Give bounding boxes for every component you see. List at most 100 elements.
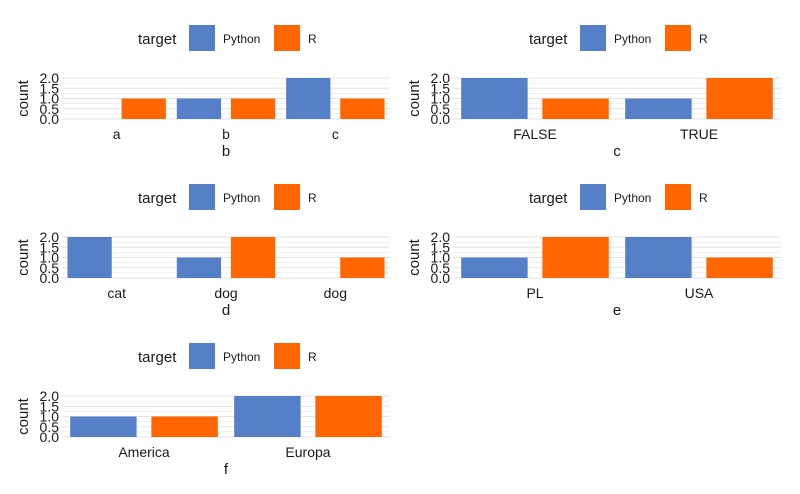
legend-swatch-r	[274, 25, 300, 51]
x-axis-label: e	[613, 302, 621, 319]
chart-panel-e: target Python R 0.00.51.01.52.0 count PL USA e	[406, 184, 781, 319]
legend-swatch-python	[189, 343, 215, 369]
bar-r-false	[542, 98, 609, 119]
bar-r-dog	[340, 257, 385, 278]
legend-label-r: R	[308, 32, 317, 46]
legend-title: target	[529, 190, 568, 207]
bar-r-pl	[542, 237, 609, 278]
chart-panel-c: target Python R 0.00.51.01.52.0 count FALSE TR…	[406, 25, 781, 160]
x-axis-label: c	[613, 143, 621, 160]
legend-title: target	[138, 190, 177, 207]
y-tick-label: 1.0	[40, 409, 60, 425]
legend-label-r: R	[308, 191, 317, 205]
y-tick-label: 0.0	[40, 111, 60, 127]
bar-r-c	[340, 98, 385, 119]
bar-r-usa	[706, 257, 773, 278]
x-tick-label: c	[332, 126, 339, 142]
bar-r-true	[706, 78, 773, 119]
bar-python-pl	[461, 257, 528, 278]
legend-label-python: Python	[223, 191, 260, 205]
legend-swatch-r	[274, 343, 300, 369]
x-axis-label: f	[224, 461, 229, 478]
y-tick-label: 0.0	[40, 270, 60, 286]
legend-title: target	[138, 31, 177, 48]
y-tick-label: 1.5	[40, 239, 60, 255]
bar-python-europa	[234, 396, 301, 437]
legend: target Python R	[138, 184, 317, 210]
x-tick-label: America	[118, 444, 170, 460]
legend-label-r: R	[699, 191, 708, 205]
x-tick-label: dog	[324, 285, 347, 301]
bar-r-europa	[315, 396, 382, 437]
bar-r-a	[121, 98, 166, 119]
y-tick-label: 2.0	[431, 70, 451, 86]
legend-label-r: R	[308, 350, 317, 364]
y-axis-label: count	[15, 397, 32, 435]
y-tick-label: 1.0	[40, 91, 60, 107]
legend-swatch-python	[580, 184, 606, 210]
y-tick-label: 1.0	[431, 250, 451, 266]
legend-swatch-r	[274, 184, 300, 210]
y-tick-label: 2.0	[40, 388, 60, 404]
bar-r-america	[151, 416, 218, 437]
legend-title: target	[529, 31, 568, 48]
legend-swatch-python	[580, 25, 606, 51]
bar-python-true	[625, 98, 692, 119]
y-tick-label: 1.5	[431, 80, 451, 96]
y-tick-label: 0.5	[40, 419, 60, 435]
y-tick-label: 0.5	[40, 101, 60, 117]
legend: target Python R	[529, 184, 708, 210]
legend: target Python R	[138, 25, 317, 51]
x-tick-label: TRUE	[680, 126, 718, 142]
x-tick-label: cat	[107, 285, 126, 301]
bar-python-c	[286, 78, 331, 119]
y-tick-label: 0.0	[431, 270, 451, 286]
y-axis-label: count	[15, 238, 32, 276]
chart-panel-f: target Python R 0.00.51.01.52.0 count America…	[15, 343, 390, 478]
chart-panel-d: target Python R 0.00.51.01.52.0 count cat dog d…	[15, 184, 390, 319]
legend-label-python: Python	[223, 350, 260, 364]
y-tick-label: 0.5	[40, 260, 60, 276]
y-tick-label: 0.0	[431, 111, 451, 127]
x-tick-label: USA	[685, 285, 714, 301]
legend-label-python: Python	[223, 32, 260, 46]
bar-python-false	[461, 78, 528, 119]
y-axis-label: count	[15, 79, 32, 117]
x-tick-label: PL	[526, 285, 543, 301]
legend-label-python: Python	[614, 32, 651, 46]
bar-python-b	[176, 98, 222, 119]
y-tick-label: 0.5	[431, 101, 451, 117]
legend-title: target	[138, 349, 177, 366]
y-tick-label: 2.0	[40, 229, 60, 245]
legend-swatch-python	[189, 25, 215, 51]
y-tick-label: 0.5	[431, 260, 451, 276]
legend-swatch-python	[189, 184, 215, 210]
x-axis-label: b	[222, 143, 230, 160]
bar-python-usa	[625, 237, 692, 278]
y-tick-label: 2.0	[40, 70, 60, 86]
legend-swatch-r	[665, 25, 691, 51]
x-tick-label: b	[222, 126, 230, 142]
chart-panel-b: target Python R 0.00.51.01.52.0 count a b c b	[15, 25, 390, 160]
y-tick-label: 1.5	[431, 239, 451, 255]
bar-python-america	[70, 416, 137, 437]
legend-label-r: R	[699, 32, 708, 46]
y-tick-label: 1.0	[431, 91, 451, 107]
x-tick-label: Europa	[285, 444, 330, 460]
y-tick-label: 1.0	[40, 250, 60, 266]
bar-r-dog	[230, 237, 276, 278]
x-axis-label: d	[222, 302, 230, 319]
y-tick-label: 2.0	[431, 229, 451, 245]
legend: target Python R	[138, 343, 317, 369]
x-tick-label: a	[113, 126, 121, 142]
bar-python-dog	[176, 257, 222, 278]
x-tick-label: FALSE	[513, 126, 557, 142]
legend: target Python R	[529, 25, 708, 51]
bar-python-cat	[67, 237, 112, 278]
y-tick-label: 1.5	[40, 80, 60, 96]
legend-label-python: Python	[614, 191, 651, 205]
bar-r-b	[230, 98, 276, 119]
y-tick-label: 1.5	[40, 398, 60, 414]
y-tick-label: 0.0	[40, 429, 60, 445]
